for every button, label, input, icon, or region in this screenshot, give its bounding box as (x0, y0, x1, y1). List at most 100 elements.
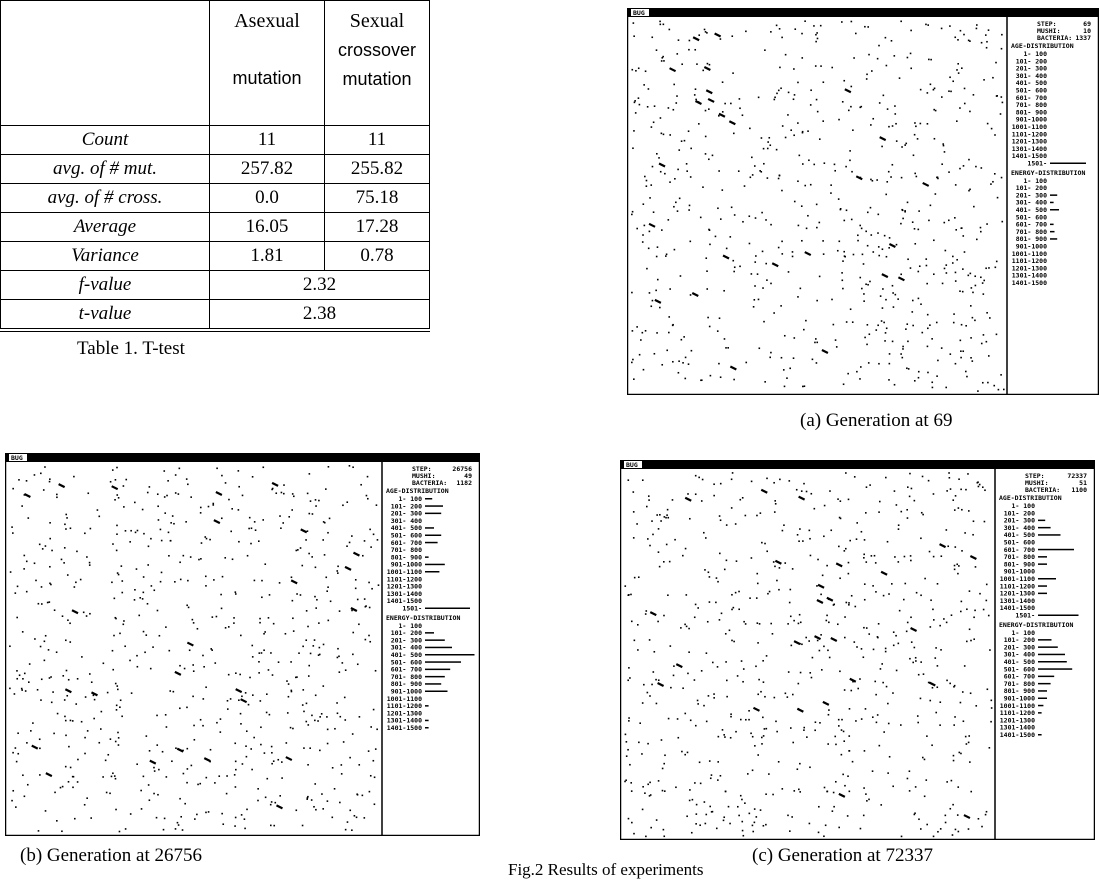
bacterium (12, 532, 14, 534)
bacterium (147, 603, 149, 605)
bacterium (26, 561, 28, 563)
bacterium (680, 627, 682, 629)
bacterium (305, 721, 307, 723)
bacterium (770, 623, 772, 625)
bacterium (222, 576, 224, 578)
bacterium (240, 723, 242, 725)
bacterium (797, 534, 799, 536)
bacterium (853, 254, 855, 256)
bacterium (784, 386, 786, 388)
bacterium (153, 589, 155, 591)
bacterium (820, 594, 822, 596)
bacterium (775, 721, 777, 723)
bacterium (292, 728, 294, 730)
bacterium (763, 321, 765, 323)
bacterium (968, 828, 970, 830)
bacterium (760, 512, 762, 514)
bacterium (820, 25, 822, 27)
bacterium (56, 820, 58, 822)
bacterium (797, 296, 799, 298)
bacterium (107, 754, 109, 756)
bacterium (849, 150, 851, 152)
bacterium (694, 94, 696, 96)
bacterium (24, 673, 26, 675)
bacterium (80, 579, 82, 581)
bacterium (972, 534, 974, 536)
bacterium (914, 173, 916, 175)
bacterium (125, 530, 127, 532)
bacterium (953, 313, 955, 315)
bacterium (15, 747, 17, 749)
bacterium (116, 709, 118, 711)
bacterium (261, 596, 263, 598)
bacterium (896, 504, 898, 506)
bacterium (907, 778, 909, 780)
bacterium (975, 166, 977, 168)
bacterium (918, 210, 920, 212)
bacterium (646, 506, 648, 508)
bacterium (241, 814, 243, 816)
bacterium (759, 347, 761, 349)
bacterium (149, 799, 151, 801)
bacterium (887, 541, 889, 543)
bacterium (907, 57, 909, 59)
bacterium (179, 798, 181, 800)
bacterium (663, 835, 665, 837)
bacterium (202, 725, 204, 727)
bacterium (926, 824, 928, 826)
bacterium (892, 292, 894, 294)
bacterium (851, 595, 853, 597)
bacterium (68, 746, 70, 748)
bacterium (227, 700, 229, 702)
bacterium (757, 694, 759, 696)
bacterium (314, 596, 316, 598)
bacterium (960, 357, 962, 359)
bacterium (932, 687, 934, 689)
bacterium (954, 569, 956, 571)
bacterium (935, 110, 937, 112)
bacterium (989, 649, 991, 651)
bacterium (669, 134, 671, 136)
bacterium (640, 339, 642, 341)
bacterium (761, 212, 763, 214)
bacterium (774, 99, 776, 101)
bacterium (147, 564, 149, 566)
bacterium (907, 622, 909, 624)
bacterium (334, 788, 336, 790)
bacterium (658, 157, 660, 159)
bacterium (888, 171, 890, 173)
energy-bar (425, 669, 450, 671)
bacterium (837, 250, 839, 252)
bacterium (650, 305, 652, 307)
bacterium (678, 372, 680, 374)
bacterium (178, 493, 180, 495)
bacterium (663, 615, 665, 617)
bacterium (663, 829, 665, 831)
bacterium (910, 53, 912, 55)
bacterium (251, 527, 253, 529)
bacterium (87, 492, 89, 494)
bacterium (863, 300, 865, 302)
bacterium (125, 479, 127, 481)
bacterium (631, 621, 633, 623)
bacterium (35, 580, 37, 582)
bacterium (980, 227, 982, 229)
bacterium (112, 772, 114, 774)
bacterium (854, 476, 856, 478)
bacterium (870, 179, 872, 181)
bacterium (97, 509, 99, 511)
bacterium (68, 679, 70, 681)
bacterium (221, 608, 223, 610)
bacterium (868, 633, 870, 635)
bacterium (848, 602, 850, 604)
bacterium (663, 24, 665, 26)
bacterium (642, 332, 644, 334)
bacterium (875, 329, 877, 331)
bacterium (684, 713, 686, 715)
bacterium (161, 540, 163, 542)
bacterium (68, 781, 70, 783)
bacterium (65, 639, 67, 641)
bacterium (962, 691, 964, 693)
bacterium (674, 539, 676, 541)
bacterium (709, 244, 711, 246)
